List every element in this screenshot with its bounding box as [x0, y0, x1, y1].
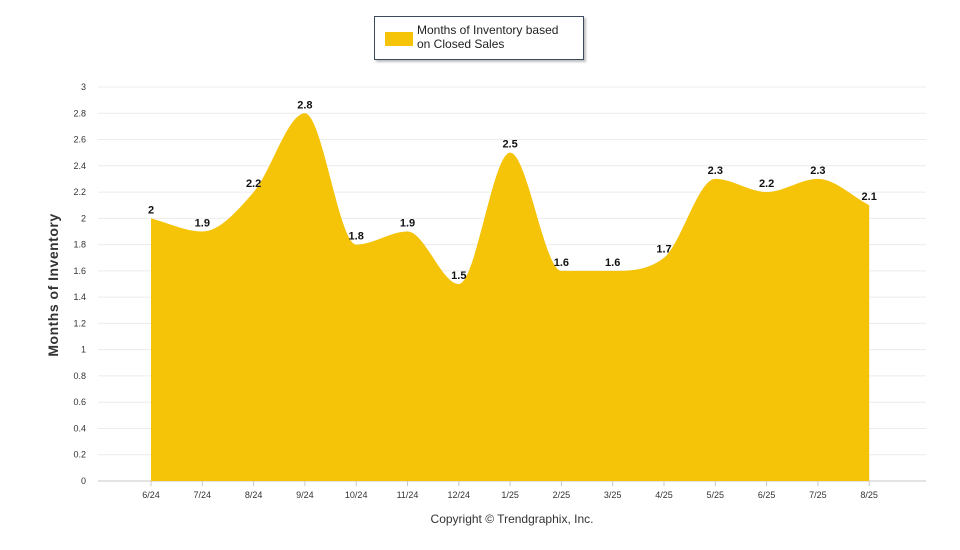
data-label: 1.5	[451, 270, 466, 282]
legend: Months of Inventory based on Closed Sale…	[374, 16, 584, 60]
y-tick-label: 1.2	[73, 318, 86, 328]
copyright-footer: Copyright © Trendgraphix, Inc.	[430, 512, 594, 526]
x-tick-label: 11/24	[397, 490, 419, 500]
x-tick-label: 6/24	[142, 490, 160, 500]
y-tick-label: 1.8	[73, 240, 86, 250]
x-tick-label: 8/25	[860, 490, 878, 500]
data-label: 1.9	[400, 217, 415, 229]
data-label: 2.3	[708, 165, 723, 177]
data-label: 1.7	[656, 244, 671, 256]
x-tick-label: 3/25	[604, 490, 622, 500]
y-tick-label: 2.8	[73, 108, 86, 118]
data-label: 2.2	[246, 178, 261, 190]
x-tick-label: 12/24	[448, 490, 471, 500]
y-tick-label: 3	[81, 82, 86, 92]
data-label: 2.2	[759, 178, 774, 190]
area-series-fill	[151, 113, 870, 482]
legend-label: Months of Inventory based on Closed Sale…	[417, 23, 559, 51]
x-tick-label: 10/24	[345, 490, 368, 500]
y-tick-label: 1	[81, 345, 86, 355]
x-tick-label: 1/25	[501, 490, 519, 500]
legend-swatch	[385, 32, 413, 46]
data-label: 1.8	[349, 231, 364, 243]
data-label: 2.3	[810, 165, 825, 177]
data-label: 1.6	[605, 257, 620, 269]
x-tick-label: 5/25	[707, 490, 725, 500]
x-tick-label: 4/25	[655, 490, 673, 500]
x-tick-label: 9/24	[296, 490, 314, 500]
data-label: 2.8	[297, 99, 312, 111]
x-tick-label: 7/25	[809, 490, 827, 500]
y-axis-title: Months of Inventory	[45, 213, 61, 357]
axes: 0 0.2 0.4 0.6 0.8 1 1.2 1.4 1.6 1.8 2 2.2 2.4 2.6 2.8 3…	[73, 82, 877, 500]
data-label: 2.1	[862, 191, 877, 203]
x-tick-label: 6/25	[758, 490, 776, 500]
y-tick-label: 2.2	[73, 187, 86, 197]
y-tick-label: 0.6	[73, 397, 86, 407]
y-tick-label: 0	[81, 476, 86, 486]
x-tick-label: 2/25	[553, 490, 571, 500]
y-tick-label: 1.6	[73, 266, 86, 276]
y-tick-label: 0.8	[73, 371, 86, 381]
y-tick-label: 0.4	[73, 423, 86, 433]
y-tick-label: 1.4	[73, 292, 86, 302]
y-tick-label: 2	[81, 213, 86, 223]
data-label: 1.6	[554, 257, 569, 269]
y-tick-label: 2.6	[73, 135, 86, 145]
y-tick-label: 2.4	[73, 161, 86, 171]
y-tick-label: 0.2	[73, 450, 86, 460]
data-label: 1.9	[195, 217, 210, 229]
data-label: 2.5	[502, 139, 517, 151]
data-label: 2	[148, 204, 154, 216]
data-labels: 2 1.9 2.2 2.8 1.8 1.9 1.5 2.5 1.6 1.6 1.7 2.3 2.2 2.3…	[148, 99, 877, 285]
x-tick-label: 7/24	[194, 490, 212, 500]
x-tick-label: 8/24	[245, 490, 263, 500]
